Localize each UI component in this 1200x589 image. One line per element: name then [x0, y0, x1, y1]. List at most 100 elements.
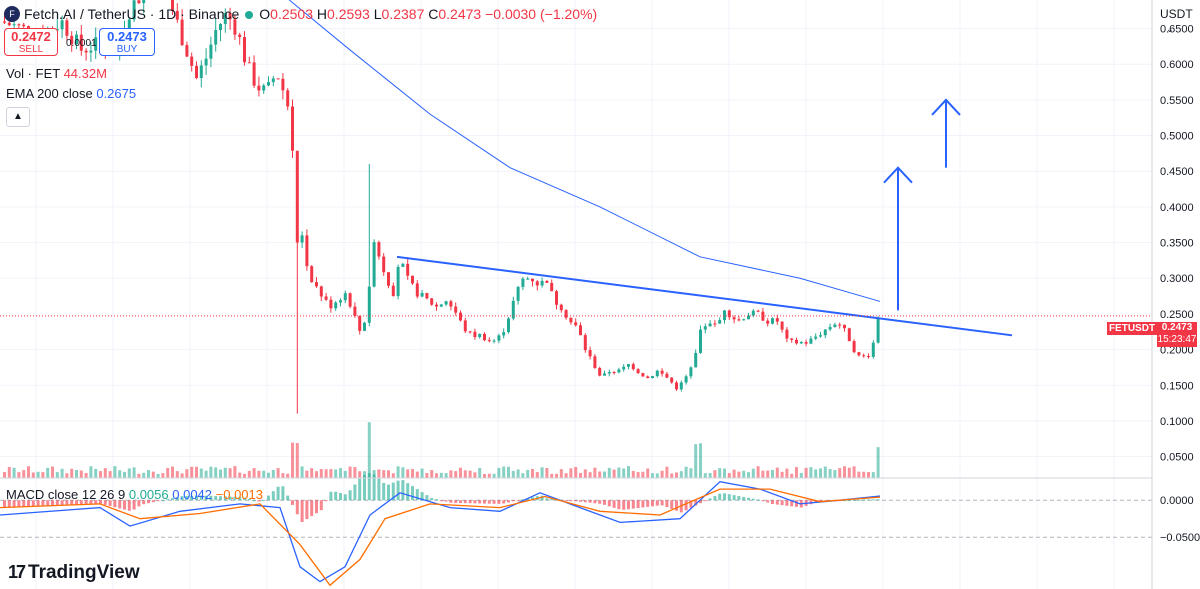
price-tick-label: 0.1500	[1160, 380, 1194, 392]
candle-body	[372, 242, 376, 287]
candle-body	[809, 338, 813, 344]
macd-histogram-bar	[151, 500, 155, 503]
buy-button[interactable]: 0.2473 BUY	[99, 28, 155, 56]
candle-body	[89, 50, 93, 53]
symbol-title[interactable]: Fetch.AI / TetherUS · 1D · Binance	[24, 6, 240, 22]
candle-body	[814, 336, 818, 339]
tradingview-logo[interactable]: 17 TradingView	[8, 562, 140, 584]
macd-histogram-bar	[867, 499, 870, 501]
macd-histogram-bar	[699, 500, 702, 504]
candle-body	[247, 62, 251, 64]
volume-bar	[190, 466, 194, 478]
macd-histogram-bar	[631, 500, 635, 509]
macd-histogram-bar	[252, 500, 256, 502]
candle-body	[463, 320, 467, 332]
macd-histogram-bar	[651, 500, 654, 507]
macd-histogram-bar	[622, 500, 626, 510]
volume-bar	[823, 466, 827, 478]
volume-bar	[118, 470, 122, 478]
macd-histogram-bar	[857, 499, 861, 501]
macd-histogram-bar	[540, 495, 544, 501]
volume-bar	[761, 470, 765, 478]
volume-bar	[651, 473, 654, 478]
macd-histogram-bar	[27, 500, 30, 507]
volume-bar	[559, 469, 563, 478]
candle-body	[334, 302, 338, 309]
candle-body	[732, 317, 736, 320]
candle-body	[228, 13, 232, 20]
macd-histogram-bar	[310, 500, 314, 517]
candle-body	[257, 85, 261, 91]
macd-histogram-bar	[276, 486, 280, 501]
candle-body	[847, 328, 851, 342]
volume-bar	[55, 472, 59, 478]
macd-histogram-bar	[281, 486, 285, 501]
macd-histogram-bar	[852, 499, 856, 501]
macd-histogram-bar	[564, 500, 568, 502]
candle-body	[852, 341, 856, 353]
candle-body	[478, 333, 482, 338]
open-value: 0.2503	[270, 6, 313, 22]
collapse-legend-button[interactable]: ▲	[6, 107, 30, 127]
candle-body	[286, 90, 290, 107]
volume-bar	[281, 473, 285, 478]
volume-bar	[502, 466, 506, 478]
macd-histogram-bar	[60, 500, 64, 506]
sell-button[interactable]: 0.2472 SELL	[4, 28, 58, 56]
macd-histogram-bar	[843, 500, 846, 502]
macd-histogram-bar	[660, 500, 664, 506]
macd-histogram-bar	[291, 500, 294, 505]
ema-label: EMA 200 close	[6, 86, 93, 101]
currency-selector[interactable]: USDT ⌄	[1160, 7, 1200, 35]
volume-bar	[876, 447, 880, 478]
candle-body	[17, 24, 21, 26]
candle-body	[315, 282, 318, 287]
volume-bar	[439, 472, 443, 478]
ema200-line	[288, 0, 881, 302]
macd-histogram-bar	[675, 500, 678, 511]
candle-body	[137, 0, 141, 4]
macd-histogram-bar	[84, 500, 88, 505]
price-tick-label: 0.0500	[1160, 452, 1194, 464]
candle-body	[305, 235, 309, 267]
volume-bar	[435, 473, 438, 478]
candle-body	[555, 291, 558, 305]
volume-bar	[708, 473, 712, 478]
volume-bar	[343, 470, 347, 478]
macd-legend[interactable]: MACD close 12 26 9 0.0056 0.0042 −0.0013	[6, 487, 263, 502]
drawings	[0, 98, 1152, 337]
macd-tick-label: 0.0000	[1160, 495, 1194, 507]
candle-body	[511, 300, 515, 319]
candle-body	[127, 19, 131, 30]
candle-body	[785, 329, 789, 339]
volume-bar	[204, 470, 208, 478]
macd-histogram-bar	[756, 499, 760, 501]
candle-body	[545, 280, 549, 283]
volume-legend[interactable]: Vol · FET 44.32M	[6, 66, 107, 81]
macd-histogram-bar	[617, 500, 621, 510]
volume-bar	[209, 466, 213, 478]
candle-body	[742, 319, 746, 321]
candle-body	[828, 326, 832, 330]
macd-histogram-bar	[108, 500, 112, 507]
candle-body	[665, 373, 669, 378]
candle-body	[243, 37, 246, 63]
candle-body	[574, 322, 578, 326]
macd-histogram-bar	[118, 500, 122, 509]
candle-body	[708, 323, 712, 327]
candle-body	[636, 369, 640, 374]
price-tick-label: 0.2000	[1160, 345, 1194, 357]
up-arrow-head	[931, 98, 961, 116]
candle-body	[190, 56, 194, 66]
ema-legend[interactable]: EMA 200 close 0.2675	[6, 86, 136, 101]
candle-body	[627, 364, 630, 367]
macd-histogram-bar	[550, 498, 554, 501]
macd-histogram-bar	[545, 498, 549, 501]
price-tick-label: 0.4000	[1160, 202, 1194, 214]
volume-bar	[180, 473, 184, 478]
candle-body	[271, 78, 275, 83]
symbol-header: Fetch.AI / TetherUS · 1D · Binance O0.250…	[24, 6, 597, 22]
macd-histogram-bar	[3, 500, 6, 508]
candle-body	[737, 319, 741, 321]
